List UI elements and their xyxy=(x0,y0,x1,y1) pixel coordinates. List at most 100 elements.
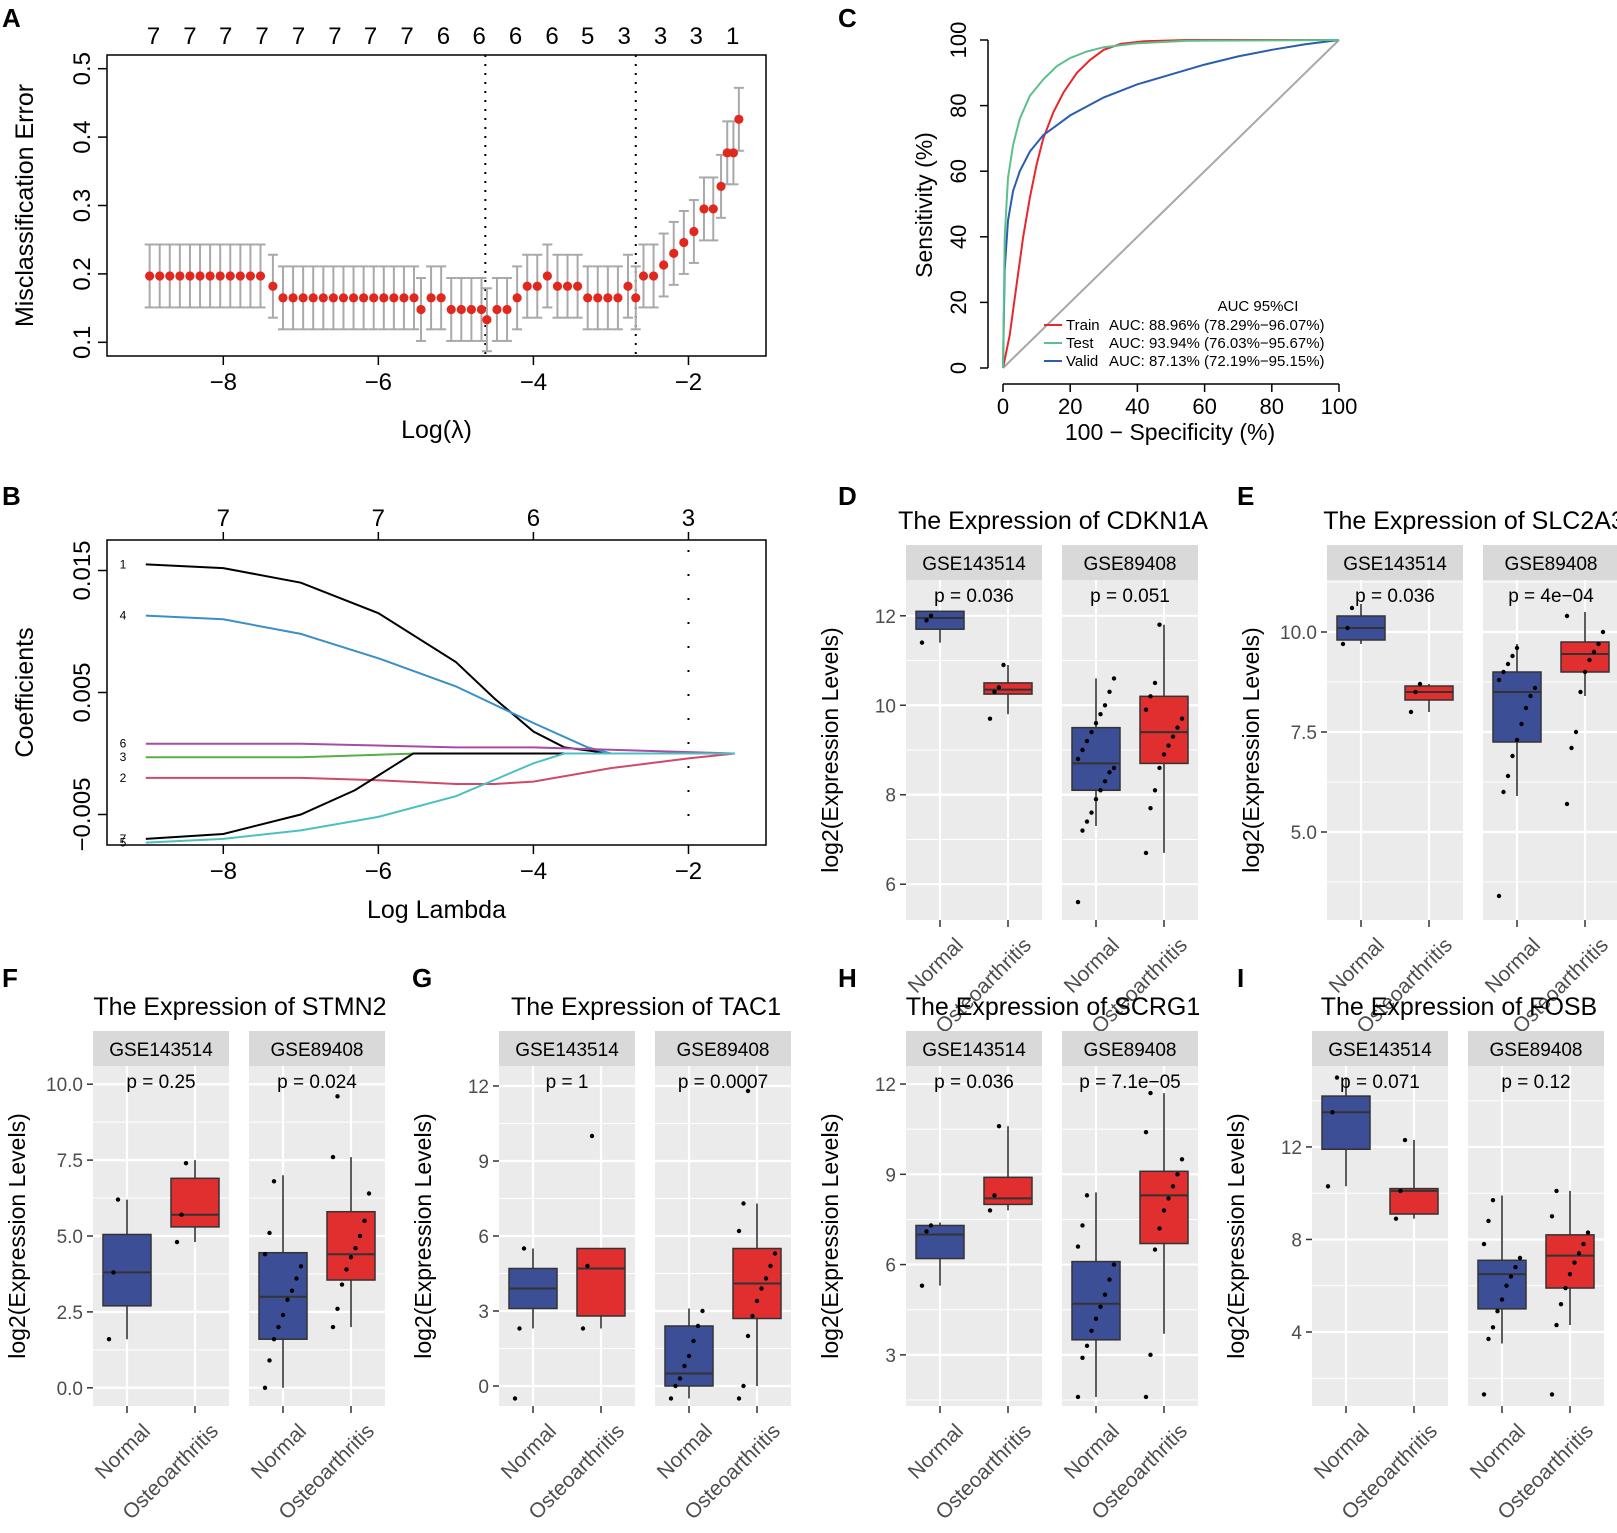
legend-name: Valid xyxy=(1066,353,1098,370)
data-point xyxy=(772,1251,778,1256)
data-point xyxy=(1345,625,1350,631)
top-axis-label: 7 xyxy=(219,23,232,50)
y-tick-label: 3 xyxy=(885,1346,896,1367)
y-tick-label: 20 xyxy=(946,290,971,314)
roc-curve-train xyxy=(1002,39,1339,369)
data-point xyxy=(1084,1343,1090,1349)
data-point xyxy=(919,640,925,645)
data-point xyxy=(1102,703,1108,708)
data-point xyxy=(695,1323,701,1329)
error-point xyxy=(205,271,215,281)
data-point xyxy=(1549,1392,1555,1397)
data-point xyxy=(589,1133,595,1139)
x-tick-label: Normal xyxy=(1325,934,1389,998)
facet-strip xyxy=(1062,545,1198,580)
y-tick-label: 4 xyxy=(1291,1323,1302,1344)
data-point xyxy=(1089,810,1094,815)
error-point xyxy=(456,304,466,315)
p-value-label: p = 7.1e−05 xyxy=(1079,1072,1180,1093)
facet-name: GSE143514 xyxy=(1328,1040,1432,1061)
box-iqr xyxy=(1321,1095,1371,1151)
facet-strip xyxy=(499,1031,635,1066)
panel-d: The Expression of CDKN1A log2(Expression … xyxy=(817,507,1208,1038)
top-axis-label: 6 xyxy=(545,23,558,50)
data-point xyxy=(1107,1277,1112,1282)
x-tick-label: Normal xyxy=(1060,1420,1124,1484)
top-axis-label: 6 xyxy=(437,23,450,50)
x-tick-label: −2 xyxy=(675,858,702,885)
coef-label: 7 xyxy=(120,832,127,846)
data-point xyxy=(285,1297,290,1302)
data-point xyxy=(1513,1265,1518,1270)
facet-strip xyxy=(1062,1031,1198,1066)
x-tick-label: 0 xyxy=(997,394,1009,419)
top-axis-label: 6 xyxy=(527,505,540,532)
x-tick-label: Normal xyxy=(653,1420,717,1484)
data-point xyxy=(750,1313,755,1319)
legend-auc: AUC: 87.13% (72.19%−95.15%) xyxy=(1109,353,1325,370)
data-point xyxy=(271,1179,277,1184)
data-point xyxy=(996,685,1002,690)
x-tick-label: −4 xyxy=(520,858,547,885)
error-point xyxy=(155,271,165,281)
y-axis-title: Coefficients xyxy=(11,627,39,757)
coef-line-4 xyxy=(145,614,735,755)
error-point xyxy=(215,271,225,281)
y-tick-label: 60 xyxy=(946,159,971,183)
data-point xyxy=(1107,770,1112,775)
data-point xyxy=(1148,1352,1153,1358)
data-point xyxy=(1148,805,1153,811)
coef-label: 2 xyxy=(120,771,127,785)
top-axis-label: 7 xyxy=(217,505,230,532)
y-tick-label: 6 xyxy=(478,1227,489,1248)
data-point xyxy=(179,1212,184,1217)
error-point xyxy=(728,148,739,158)
y-tick-label: 0.5 xyxy=(69,52,96,85)
data-point xyxy=(768,1263,773,1269)
coef-label: 5 xyxy=(120,836,127,850)
p-value-label: p = 0.024 xyxy=(277,1072,357,1093)
error-point xyxy=(268,281,278,291)
data-point xyxy=(1510,653,1515,659)
panel-title: The Expression of SLC2A3 xyxy=(1323,507,1617,535)
x-tick-label: Normal xyxy=(904,934,968,998)
box-iqr xyxy=(1492,671,1542,743)
top-axis-label: 3 xyxy=(690,23,703,50)
error-point xyxy=(278,293,288,303)
legend-name: Train xyxy=(1066,317,1100,334)
data-point xyxy=(1408,709,1414,715)
facet-name: GSE89408 xyxy=(1084,554,1177,575)
x-tick-label: Normal xyxy=(497,1420,561,1484)
x-tick-label: −8 xyxy=(210,369,237,396)
x-tick-label: 40 xyxy=(1125,394,1149,419)
box-iqr xyxy=(1545,1234,1595,1289)
data-point xyxy=(1510,753,1515,759)
error-point xyxy=(328,293,338,303)
error-point xyxy=(298,293,308,303)
y-tick-label: 12 xyxy=(875,1075,896,1096)
panel-g: The Expression of TAC1 log2(Expression Le… xyxy=(410,993,791,1524)
coef-line-1 xyxy=(145,563,735,755)
y-tick-label: 0.3 xyxy=(69,189,96,222)
coef-line-2 xyxy=(145,752,736,785)
data-point xyxy=(1075,1394,1081,1400)
x-axis-title: Log(λ) xyxy=(401,416,472,444)
y-tick-label: 9 xyxy=(478,1152,489,1173)
data-point xyxy=(1089,1328,1094,1333)
y-axis-title: log2(Expression Levels) xyxy=(1223,1113,1249,1358)
data-point xyxy=(741,1201,746,1206)
data-point xyxy=(745,1333,751,1339)
y-tick-label: 0 xyxy=(478,1377,489,1398)
panel-letter: F xyxy=(2,963,18,993)
error-point xyxy=(603,293,613,303)
top-axis-label: 5 xyxy=(581,23,594,50)
y-tick-label: 6 xyxy=(885,1256,896,1277)
facet-name: GSE143514 xyxy=(922,1040,1026,1061)
data-point xyxy=(987,716,993,721)
top-axis-label: 3 xyxy=(682,505,695,532)
roc-curve-test xyxy=(1002,39,1340,369)
data-point xyxy=(1093,797,1099,802)
error-point xyxy=(638,271,649,281)
data-point xyxy=(1523,705,1529,711)
